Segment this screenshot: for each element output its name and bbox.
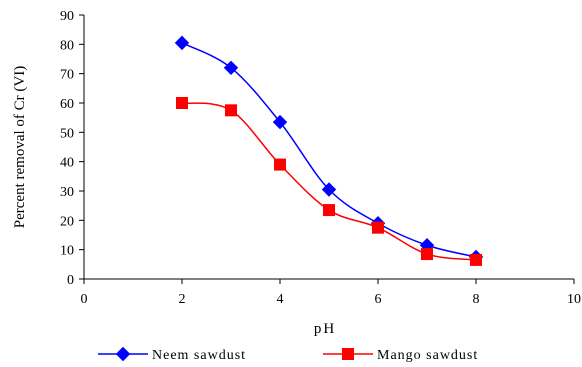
- legend-marker-mango-sawdust: [342, 348, 354, 360]
- y-axis-label: Percent removal of Cr (VI): [12, 66, 28, 228]
- y-tick-labels: 0 10 20 30 40 50 60 70 80 90: [60, 9, 74, 288]
- x-tick-label: 0: [81, 292, 88, 307]
- data-point-mango-sawdust: [176, 97, 188, 109]
- x-tick-label: 6: [375, 292, 382, 307]
- data-point-neem-sawdust: [321, 182, 337, 197]
- legend-label-neem-sawdust: Neem sawdust: [152, 348, 246, 363]
- series-neem-sawdust: [174, 35, 484, 265]
- y-tick-label: 40: [60, 156, 74, 171]
- y-tick-label: 90: [60, 9, 74, 24]
- y-tick-label: 20: [60, 214, 74, 229]
- legend-item-neem-sawdust: Neem sawdust: [98, 346, 246, 363]
- x-tick-label: 8: [473, 292, 480, 307]
- data-point-mango-sawdust: [225, 104, 237, 117]
- legend: Neem sawdust Mango sawdust: [98, 346, 478, 363]
- legend-marker-neem-sawdust: [115, 346, 131, 362]
- series-mango-sawdust: [176, 97, 482, 266]
- y-tick-label: 0: [67, 273, 74, 288]
- series-line-neem-sawdust: [181, 42, 477, 258]
- data-point-neem-sawdust: [223, 60, 239, 76]
- data-point-mango-sawdust: [470, 253, 482, 266]
- x-tick-label: 10: [567, 292, 581, 307]
- y-tick-label: 10: [60, 244, 74, 259]
- x-tick-label: 2: [179, 292, 186, 307]
- data-point-mango-sawdust: [421, 248, 433, 261]
- legend-label-mango-sawdust: Mango sawdust: [377, 348, 478, 363]
- y-tick-label: 30: [60, 185, 74, 200]
- y-tick-label: 80: [60, 38, 74, 53]
- series-line-mango-sawdust: [181, 102, 477, 261]
- data-point-mango-sawdust: [323, 204, 335, 217]
- data-point-neem-sawdust: [174, 35, 190, 51]
- x-axis-label: pH: [314, 321, 336, 337]
- y-tick-label: 60: [60, 97, 74, 112]
- data-point-neem-sawdust: [272, 114, 288, 130]
- data-point-mango-sawdust: [372, 221, 384, 234]
- y-tick-label: 50: [60, 126, 74, 141]
- x-tick-labels: 0 2 4 6 8 10: [81, 292, 582, 307]
- data-point-mango-sawdust: [274, 158, 286, 171]
- legend-item-mango-sawdust: Mango sawdust: [323, 348, 478, 363]
- series-group: [174, 35, 484, 266]
- y-tick-label: 70: [60, 68, 74, 83]
- x-tick-label: 4: [277, 292, 284, 307]
- axes: [79, 14, 575, 284]
